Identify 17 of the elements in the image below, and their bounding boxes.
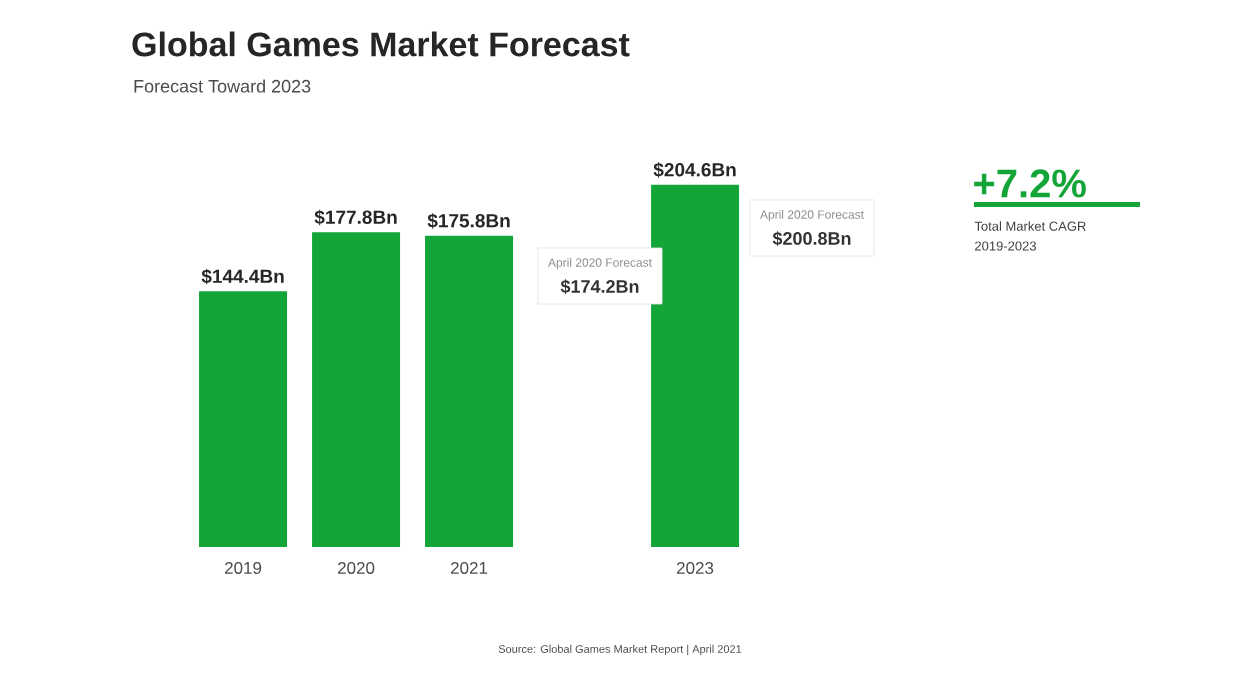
- x-tick-label: 2019: [225, 561, 262, 574]
- x-tick-label: 2023: [676, 561, 714, 574]
- text: +7.2%: [974, 169, 1086, 198]
- chart-subtitle: Forecast Toward 2023: [134, 79, 311, 93]
- data-label: $177.8Bn: [314, 209, 397, 226]
- data-label: $144.4Bn: [201, 268, 284, 285]
- annotation: $174.2Bn: [560, 279, 639, 295]
- x-tick-label: 2021: [450, 561, 488, 574]
- data-label: $204.6Bn: [653, 162, 736, 178]
- chart-title: Global Games Market Forecast: [132, 31, 630, 57]
- bar: [651, 184, 740, 547]
- bar: [312, 232, 401, 547]
- text: $200.8Bn: [772, 231, 851, 247]
- bar: [199, 291, 288, 547]
- data-label: $175.8Bn: [427, 213, 510, 229]
- bar: [425, 235, 514, 547]
- x-tick-label: 2020: [338, 561, 375, 574]
